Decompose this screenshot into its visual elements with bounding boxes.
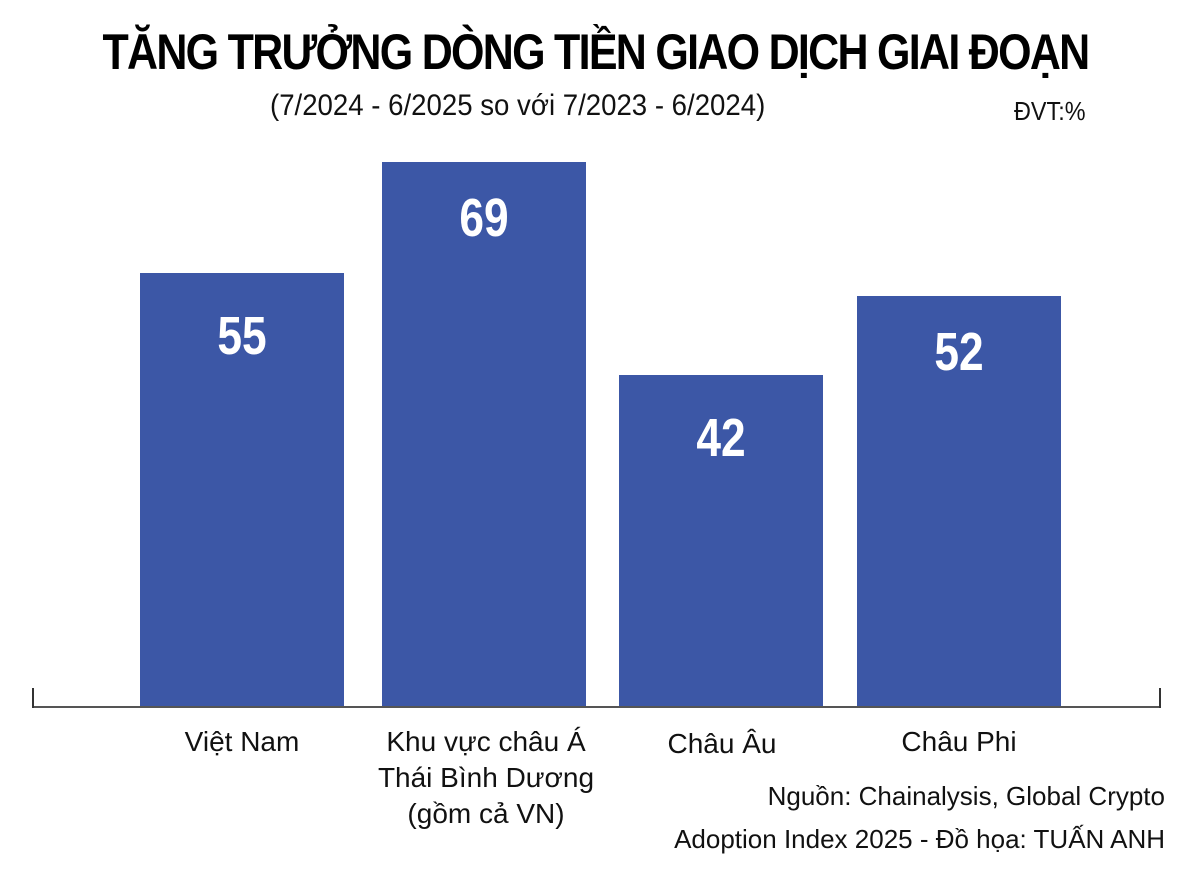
bar-value-label: 52 <box>934 322 984 382</box>
category-label-line: Châu Phi <box>901 726 1017 757</box>
bar-europe: 42 <box>619 375 823 707</box>
category-label-line: (gồm cả VN) <box>407 798 565 829</box>
bar-asia-pacific: 69 <box>382 162 586 707</box>
source-line-1: Nguồn: Chainalysis, Global Crypto <box>767 781 1165 811</box>
category-label-africa: Châu Phi <box>829 724 1089 760</box>
chart-title: TĂNG TRƯỞNG DÒNG TIỀN GIAO DỊCH GIAI ĐOẠ… <box>102 24 1090 80</box>
bar-africa: 52 <box>857 296 1061 707</box>
unit-label: ĐVT:% <box>1014 96 1086 126</box>
bar-value-label: 42 <box>696 408 746 468</box>
bar-viet-nam: 55 <box>140 273 344 707</box>
category-label-line: Châu Âu <box>667 728 777 759</box>
source-line-2: Adoption Index 2025 - Đồ họa: TUẤN ANH <box>674 824 1165 854</box>
bar-value-label: 55 <box>217 306 267 366</box>
category-label-asia-pacific: Khu vực châu Á Thái Bình Dương (gồm cả V… <box>356 724 616 832</box>
category-label-line: Khu vực châu Á <box>386 726 586 757</box>
axis-left-tick <box>32 688 34 708</box>
category-label-viet-nam: Việt Nam <box>112 724 372 760</box>
bar-value-label: 69 <box>459 188 509 248</box>
axis-right-tick <box>1159 688 1161 708</box>
category-label-line: Thái Bình Dương <box>377 762 595 793</box>
chart-subtitle: (7/2024 - 6/2025 so với 7/2023 - 6/2024) <box>270 89 766 122</box>
category-label-europe: Châu Âu <box>592 726 852 762</box>
x-axis-line <box>33 706 1161 708</box>
category-label-line: Việt Nam <box>184 726 300 757</box>
